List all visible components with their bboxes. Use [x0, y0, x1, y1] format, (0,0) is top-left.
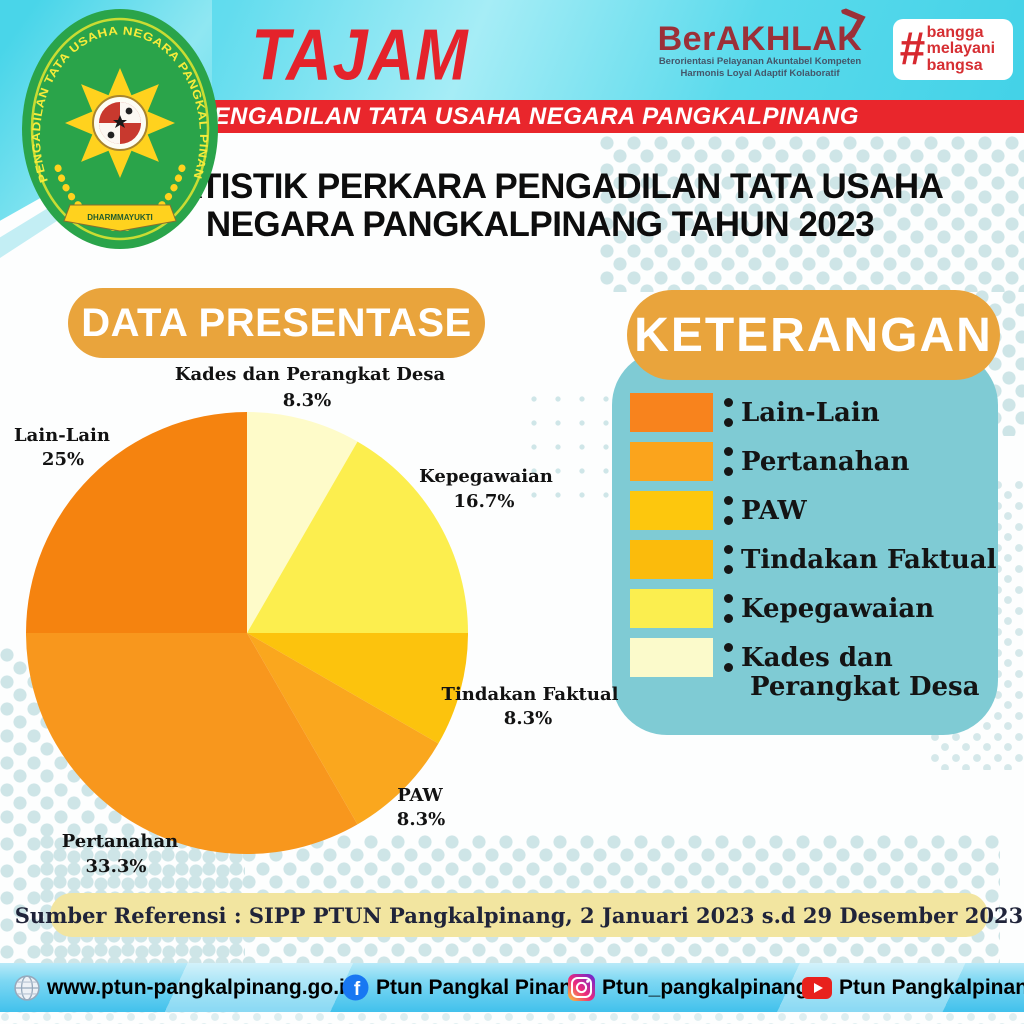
- pie-slice-lain-lain: [26, 412, 247, 633]
- court-name-banner-text: PENGADILAN TATA USAHA NEGARA PANGKALPINA…: [197, 102, 859, 130]
- legend-item-paw: PAW: [630, 491, 807, 530]
- berakhlak-tagline-2: Harmonis Loyal Adaptif Kolaboratif: [680, 68, 840, 79]
- footer-instagram-label: Ptun_pangkalpinang: [602, 975, 809, 999]
- legend-label-paw: PAW: [741, 495, 807, 526]
- legend-colon-icon: [724, 594, 733, 623]
- page-title: STATISTIK PERKARA PENGADILAN TATA USAHA …: [122, 168, 958, 244]
- footer-facebook-link[interactable]: f Ptun Pangkal Pinang: [342, 963, 585, 1012]
- pie-slice-kepegawaian: [247, 441, 468, 633]
- pie-label-lain-lain: Lain-Lain: [14, 425, 110, 446]
- pie-slice-paw: [247, 633, 439, 825]
- halftone-dots-title: [600, 136, 1024, 292]
- pie-slice-tindakan-faktual: [247, 633, 468, 744]
- legend-item-pertanahan: Pertanahan: [630, 442, 909, 481]
- legend-item-kepegawaian: Kepegawaian: [630, 589, 934, 628]
- pie-pct-lain-lain: 25%: [41, 449, 85, 470]
- bangga-word-1: bangga: [926, 23, 984, 41]
- berakhlak-title: BerAKHLAK: [657, 20, 863, 58]
- legend-colon-icon: [724, 545, 733, 574]
- page-title-line2: NEGARA PANGKALPINANG TAHUN 2023: [205, 205, 875, 244]
- logo-ribbon-text: DHARMMAYUKTI: [87, 213, 152, 222]
- data-presentase-header: DATA PRESENTASE: [68, 288, 485, 358]
- footer-instagram-link[interactable]: Ptun_pangkalpinang: [568, 963, 809, 1012]
- footer-youtube-label: Ptun Pangkalpinang: [839, 975, 1024, 999]
- instagram-icon: [568, 974, 595, 1001]
- court-seal-logo: PENGADILAN TATA USAHA NEGARA PANGKAL PIN…: [18, 5, 218, 249]
- pie-label-kepegawaian: Kepegawaian: [419, 466, 553, 487]
- footer-website-link[interactable]: www.ptun-pangkalpinang.go.id: [14, 963, 358, 1012]
- pie-label-kades: Kades dan Perangkat Desa: [174, 364, 446, 385]
- legend-swatch-pertanahan: [630, 442, 713, 481]
- pie-pct-kepegawaian: 16.7%: [453, 491, 515, 512]
- bangga-word-3: bangsa: [926, 56, 983, 74]
- pie-label-pertanahan: Pertanahan: [61, 831, 179, 852]
- legend-swatch-tindakan-faktual: [630, 540, 713, 579]
- pie-pct-tindakan-faktual: 8.3%: [503, 708, 553, 729]
- keterangan-header: KETERANGAN: [627, 290, 1000, 380]
- court-name-banner: PENGADILAN TATA USAHA NEGARA PANGKALPINA…: [183, 100, 1024, 133]
- svg-text:f: f: [354, 979, 361, 1000]
- youtube-icon: [802, 976, 832, 999]
- legend-colon-icon: [724, 398, 733, 427]
- legend-label-kades-line1: Kades dan: [741, 642, 893, 673]
- legend-swatch-kades: [630, 638, 713, 677]
- pie-slice-pertanahan: [26, 633, 358, 855]
- legend-item-lain-lain: Lain-Lain: [630, 393, 880, 432]
- legend-label-pertanahan: Pertanahan: [741, 446, 910, 477]
- pie-slice-kades-dan-perangkat-desa: [247, 412, 358, 633]
- footer-facebook-label: Ptun Pangkal Pinang: [376, 975, 585, 999]
- globe-icon: [14, 974, 40, 1001]
- berakhlak-arrow-icon: [840, 7, 866, 39]
- bangga-melayani-bangsa-logo: # bangga melayani bangsa: [893, 19, 1013, 80]
- footer-website-label: www.ptun-pangkalpinang.go.id: [47, 975, 358, 999]
- pie-label-paw: PAW: [397, 785, 443, 806]
- berakhlak-tagline-1: Berorientasi Pelayanan Akuntabel Kompete…: [658, 56, 862, 67]
- berakhlak-logo: BerAKHLAK Berorientasi Pelayanan Akuntab…: [655, 22, 865, 80]
- footer-bar: www.ptun-pangkalpinang.go.id f Ptun Pang…: [0, 963, 1024, 1012]
- legend-label-kepegawaian: Kepegawaian: [741, 593, 935, 624]
- legend-label-lain-lain: Lain-Lain: [741, 397, 880, 428]
- legend-swatch-lain-lain: [630, 393, 713, 432]
- pie-label-tindakan-faktual: Tindakan Faktual: [441, 684, 619, 705]
- bangga-word-2: melayani: [926, 40, 996, 58]
- footer-youtube-link[interactable]: Ptun Pangkalpinang: [802, 963, 1024, 1012]
- source-reference-pill: Sumber Referensi : SIPP PTUN Pangkalpina…: [15, 893, 1023, 937]
- program-title: TAJAM: [251, 15, 469, 96]
- legend-colon-icon: [724, 643, 733, 672]
- facebook-icon: f: [342, 974, 369, 1001]
- hashtag-icon: #: [899, 21, 925, 74]
- legend-label-kades-line2: Perangkat Desa: [750, 672, 980, 702]
- legend-item-kades: Kades dan: [630, 638, 893, 677]
- legend-swatch-paw: [630, 491, 713, 530]
- legend-swatch-kepegawaian: [630, 589, 713, 628]
- legend-colon-icon: [724, 447, 733, 476]
- legend-item-tindakan-faktual: Tindakan Faktual: [630, 540, 997, 579]
- pie-pct-kades: 8.3%: [282, 390, 332, 411]
- pie-chart: [26, 412, 468, 855]
- source-reference-text: Sumber Referensi : SIPP PTUN Pangkalpina…: [14, 902, 1024, 928]
- pie-pct-pertanahan: 33.3%: [85, 856, 147, 877]
- legend-label-tindakan-faktual: Tindakan Faktual: [741, 544, 997, 575]
- pie-pct-paw: 8.3%: [396, 809, 446, 830]
- page-title-line1: STATISTIK PERKARA PENGADILAN TATA USAHA: [136, 167, 944, 206]
- halftone-dots-bottom-strip: [0, 1012, 1024, 1024]
- legend-colon-icon: [724, 496, 733, 525]
